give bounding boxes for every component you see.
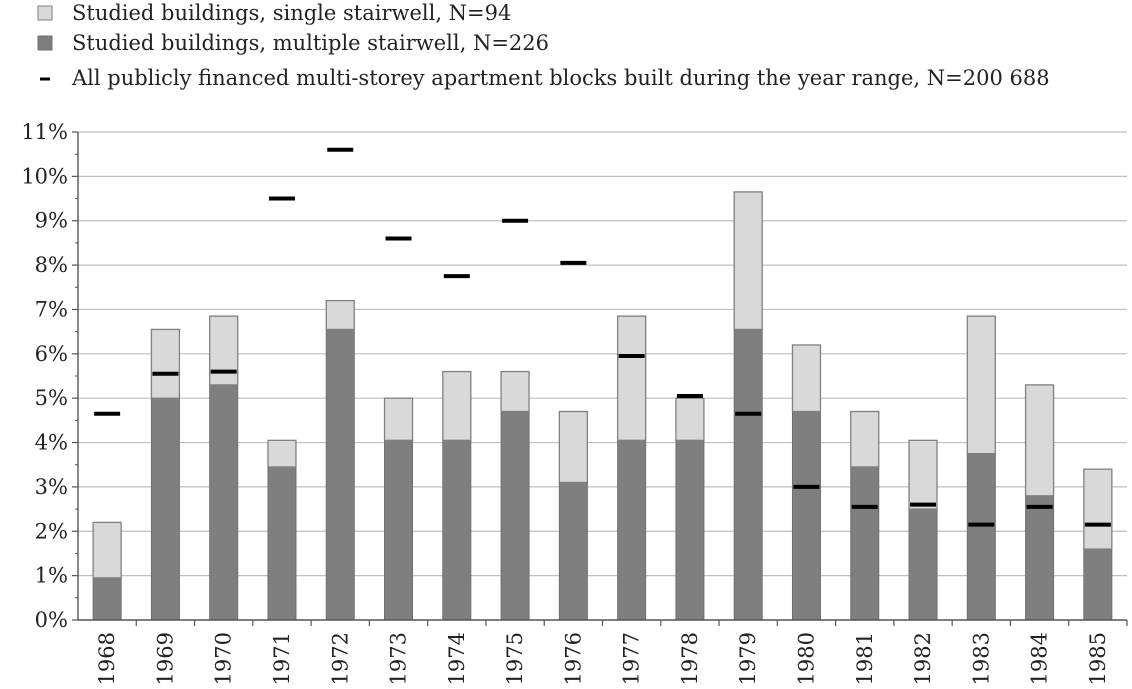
bar-single-stairwell: [268, 440, 296, 467]
x-tick-label: 1979: [736, 632, 760, 685]
legend-label: All publicly financed multi-storey apart…: [71, 66, 1050, 90]
bar-multiple-stairwell: [1026, 496, 1054, 620]
bar-single-stairwell: [1084, 469, 1112, 549]
bar-multiple-stairwell: [268, 467, 296, 620]
bar-single-stairwell: [967, 316, 995, 454]
markers: [94, 150, 1111, 525]
bar-single-stairwell: [210, 316, 238, 385]
x-tick-label: 1985: [1086, 632, 1110, 685]
x-tick-label: 1978: [678, 632, 702, 685]
bar-multiple-stairwell: [909, 509, 937, 620]
bar-multiple-stairwell: [734, 329, 762, 620]
bar-multiple-stairwell: [93, 578, 121, 620]
bar-multiple-stairwell: [385, 440, 413, 620]
x-tick-label: 1984: [1028, 632, 1052, 685]
bar-single-stairwell: [385, 398, 413, 440]
y-tick-label: 0%: [35, 608, 68, 632]
bar-multiple-stairwell: [443, 440, 471, 620]
legend-label: Studied buildings, multiple stairwell, N…: [72, 31, 549, 55]
bar-multiple-stairwell: [792, 411, 820, 620]
bar-single-stairwell: [501, 372, 529, 412]
x-tick-label: 1969: [153, 632, 177, 685]
y-tick-label: 10%: [21, 164, 68, 188]
bar-single-stairwell: [559, 411, 587, 482]
y-tick-label: 6%: [35, 342, 68, 366]
y-tick-label: 11%: [21, 120, 68, 144]
x-tick-label: 1970: [212, 632, 236, 685]
y-tick-label: 7%: [35, 297, 68, 321]
x-tick-label: 1973: [387, 632, 411, 685]
bar-multiple-stairwell: [851, 467, 879, 620]
y-tick-label: 2%: [35, 519, 68, 543]
legend-swatch: [38, 36, 52, 50]
y-tick-label: 3%: [35, 475, 68, 499]
legend: Studied buildings, single stairwell, N=9…: [38, 1, 1050, 90]
bar-multiple-stairwell: [1084, 549, 1112, 620]
bar-multiple-stairwell: [676, 440, 704, 620]
bar-multiple-stairwell: [967, 454, 995, 620]
bar-single-stairwell: [326, 301, 354, 330]
bar-single-stairwell: [851, 411, 879, 466]
y-tick-label: 9%: [35, 209, 68, 233]
bar-multiple-stairwell: [210, 385, 238, 620]
y-tick-label: 5%: [35, 386, 68, 410]
x-tick-label: 1971: [270, 632, 294, 685]
legend-label: Studied buildings, single stairwell, N=9…: [72, 1, 511, 25]
y-axis: 0% 1% 2% 3% 4% 5% 6% 7% 8% 9% 10% 11%: [21, 120, 78, 632]
bars: [93, 192, 1112, 620]
bar-multiple-stairwell: [151, 398, 179, 620]
x-tick-label: 1968: [95, 632, 119, 685]
bar-multiple-stairwell: [618, 440, 646, 620]
legend-swatch: [38, 6, 52, 20]
y-tick-label: 8%: [35, 253, 68, 277]
bar-single-stairwell: [909, 440, 937, 509]
bar-single-stairwell: [676, 398, 704, 440]
bar-single-stairwell: [93, 522, 121, 577]
y-tick-label: 1%: [35, 564, 68, 588]
bar-multiple-stairwell: [501, 411, 529, 620]
y-tick-label: 4%: [35, 431, 68, 455]
x-tick-label: 1976: [561, 632, 585, 685]
x-tick-label: 1975: [503, 632, 527, 685]
bar-multiple-stairwell: [326, 329, 354, 620]
bar-single-stairwell: [1026, 385, 1054, 496]
bar-single-stairwell: [734, 192, 762, 330]
x-tick-label: 1977: [620, 632, 644, 685]
x-tick-label: 1980: [794, 632, 818, 685]
bar-multiple-stairwell: [559, 482, 587, 620]
bar-single-stairwell: [443, 372, 471, 441]
x-tick-label: 1972: [328, 632, 352, 685]
x-tick-label: 1983: [969, 632, 993, 685]
bar-single-stairwell: [618, 316, 646, 440]
x-tick-label: 1982: [911, 632, 935, 685]
x-tick-label: 1974: [445, 632, 469, 685]
bar-single-stairwell: [792, 345, 820, 412]
x-axis: 1968 1969 1970 1971 1972 1973 1974 1975 1976 1977…: [78, 620, 1127, 685]
bar-single-stairwell: [151, 329, 179, 398]
x-tick-label: 1981: [853, 632, 877, 685]
